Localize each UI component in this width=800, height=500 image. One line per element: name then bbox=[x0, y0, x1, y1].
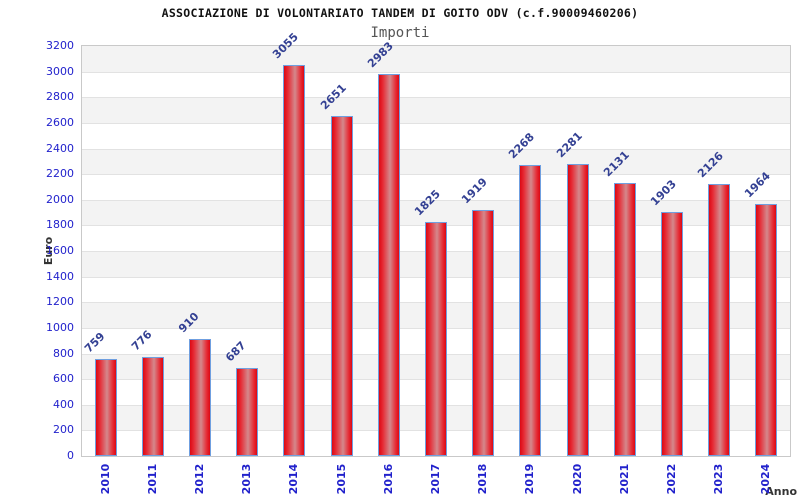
y-tick-label: 2000 bbox=[46, 192, 74, 206]
x-tick-label: 2018 bbox=[476, 463, 490, 495]
y-tick-label: 200 bbox=[53, 423, 74, 437]
x-tick-label: 2024 bbox=[759, 463, 773, 495]
y-tick-label: 1200 bbox=[46, 295, 74, 309]
gridline bbox=[82, 97, 790, 99]
x-tick-label: 2020 bbox=[570, 463, 584, 495]
x-tick-label: 2013 bbox=[240, 463, 254, 495]
y-tick-label: 2400 bbox=[46, 141, 74, 155]
x-tick-label: 2011 bbox=[145, 463, 159, 495]
bar bbox=[755, 204, 778, 456]
bar bbox=[566, 164, 589, 456]
bar bbox=[519, 165, 542, 456]
x-tick-label: 2021 bbox=[617, 463, 631, 495]
y-tick-label: 1600 bbox=[46, 244, 74, 257]
grid-band bbox=[82, 97, 790, 123]
chart-subtitle: Importi bbox=[370, 25, 430, 41]
x-tick-label: 2014 bbox=[287, 463, 301, 495]
y-tick-label: 1000 bbox=[46, 320, 74, 334]
grid-band bbox=[82, 72, 790, 98]
bar bbox=[613, 183, 636, 456]
bar bbox=[708, 184, 731, 456]
y-tick-label: 3000 bbox=[46, 64, 74, 78]
grid-band bbox=[82, 148, 790, 175]
gridline bbox=[82, 174, 790, 176]
y-tick-label: 1400 bbox=[46, 269, 74, 283]
bar bbox=[472, 210, 495, 456]
y-tick-label: 0 bbox=[67, 449, 74, 462]
bar bbox=[141, 357, 164, 456]
gridline bbox=[82, 71, 790, 73]
x-tick-label: 2019 bbox=[523, 463, 537, 495]
chart-title: ASSOCIAZIONE DI VOLONTARIATO TANDEM DI G… bbox=[161, 6, 639, 20]
bar bbox=[330, 116, 353, 456]
x-axis-title: Anno bbox=[765, 485, 797, 498]
bar bbox=[425, 222, 447, 456]
x-tick-label: 2022 bbox=[665, 463, 678, 495]
bar bbox=[236, 368, 259, 456]
x-tick-label: 2010 bbox=[98, 463, 112, 495]
bar bbox=[94, 359, 117, 456]
x-tick-label: 2017 bbox=[429, 463, 442, 495]
gridline bbox=[82, 199, 790, 201]
y-tick-label: 2200 bbox=[46, 167, 74, 181]
gridline bbox=[82, 122, 790, 124]
y-tick-label: 2800 bbox=[46, 90, 74, 104]
x-tick-label: 2015 bbox=[334, 463, 348, 495]
y-tick-label: 2600 bbox=[46, 115, 74, 129]
y-tick-label: 600 bbox=[53, 372, 74, 386]
grid-band bbox=[82, 123, 790, 149]
x-tick-label: 2016 bbox=[381, 463, 395, 495]
bar bbox=[283, 65, 306, 456]
y-tick-label: 400 bbox=[53, 397, 74, 411]
y-tick-label: 3200 bbox=[46, 39, 74, 52]
bar bbox=[189, 339, 211, 456]
grid-band bbox=[82, 46, 790, 72]
y-tick-label: 1800 bbox=[46, 218, 74, 232]
bar bbox=[377, 74, 400, 456]
bar bbox=[661, 212, 683, 456]
gridline bbox=[82, 148, 790, 150]
y-tick-label: 800 bbox=[53, 346, 74, 360]
x-tick-label: 2012 bbox=[193, 463, 206, 495]
x-tick-label: 2023 bbox=[712, 463, 726, 495]
